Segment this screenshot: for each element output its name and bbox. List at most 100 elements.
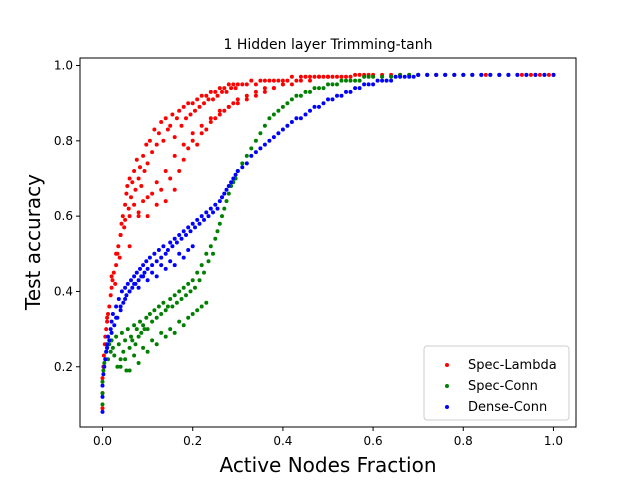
data-point [125,281,130,286]
data-point [181,285,186,290]
data-point [100,376,105,381]
data-point [136,214,141,219]
data-point [217,86,222,91]
data-point [136,176,141,181]
data-point [213,202,218,207]
data-point [106,334,110,339]
data-point [107,304,112,309]
data-point [208,120,213,124]
data-point [130,180,135,185]
data-point [122,225,127,230]
y-tick-label: 0.4 [54,284,73,298]
data-point [375,78,380,83]
data-point [110,278,115,283]
data-point [174,300,179,305]
data-point [220,89,224,94]
data-point [130,338,135,343]
y-tick-label: 0.6 [54,209,73,223]
data-point [102,364,107,369]
legend-label: Spec-Lambda [468,358,557,373]
data-point [112,353,117,358]
data-point [208,89,213,94]
data-point [118,364,123,369]
data-point [308,89,312,94]
data-point [211,97,215,102]
data-point [100,406,105,411]
data-point [154,202,159,207]
data-point [190,131,195,136]
data-point [528,72,533,77]
data-point [308,78,312,83]
data-point [253,89,258,94]
data-point [181,229,186,234]
data-point [141,323,146,328]
data-point [213,236,218,241]
data-point [344,78,348,83]
data-point [285,123,290,128]
series-spec-lambda [100,72,556,411]
data-point [204,127,209,132]
data-point [317,74,321,79]
data-point [193,108,197,113]
data-point [136,361,141,365]
x-tick-label: 0.2 [183,434,202,448]
data-point [123,357,128,362]
data-point [231,82,236,87]
data-point [240,82,245,87]
data-point [132,353,137,358]
data-point [202,101,206,106]
data-point [100,402,105,407]
data-point [204,300,209,305]
data-point [213,116,218,121]
data-point [312,74,317,79]
data-point [249,78,254,83]
y-tick-label: 0.2 [54,360,73,374]
data-point [124,293,129,298]
data-point [156,304,161,309]
data-point [298,74,303,79]
data-point [141,345,146,350]
data-point [190,101,195,106]
data-point [134,270,139,275]
data-point [262,89,267,94]
data-point [174,116,179,121]
x-tick-label: 0.6 [364,434,383,448]
data-point [141,263,146,268]
data-point [150,319,155,324]
data-point [506,72,511,77]
data-point [389,74,394,79]
data-point [220,195,224,200]
data-point [177,289,182,294]
data-point [224,89,229,94]
data-point [271,135,276,140]
data-point [267,138,272,143]
data-point [217,221,222,226]
data-point [133,187,138,192]
data-point [186,146,191,151]
data-point [184,116,188,121]
data-point [452,72,457,77]
y-axis-label: Test accuracy [21,174,45,311]
data-point [289,120,294,124]
data-point [177,169,182,173]
data-point [150,191,155,196]
data-point [235,82,240,87]
data-point [546,72,551,77]
data-point [222,206,227,211]
data-point [168,240,173,245]
data-point [326,82,330,87]
data-point [213,89,218,94]
data-point [136,210,141,215]
series-dense-conn [100,72,556,414]
data-point [357,78,362,83]
data-point [371,82,376,87]
data-point [317,104,321,109]
data-point [156,248,161,252]
data-point [258,131,263,136]
x-tick-label: 0.8 [454,434,473,448]
data-point [321,101,326,106]
data-point [344,74,348,79]
data-point [124,368,129,373]
data-point [141,274,146,279]
data-point [202,270,206,275]
